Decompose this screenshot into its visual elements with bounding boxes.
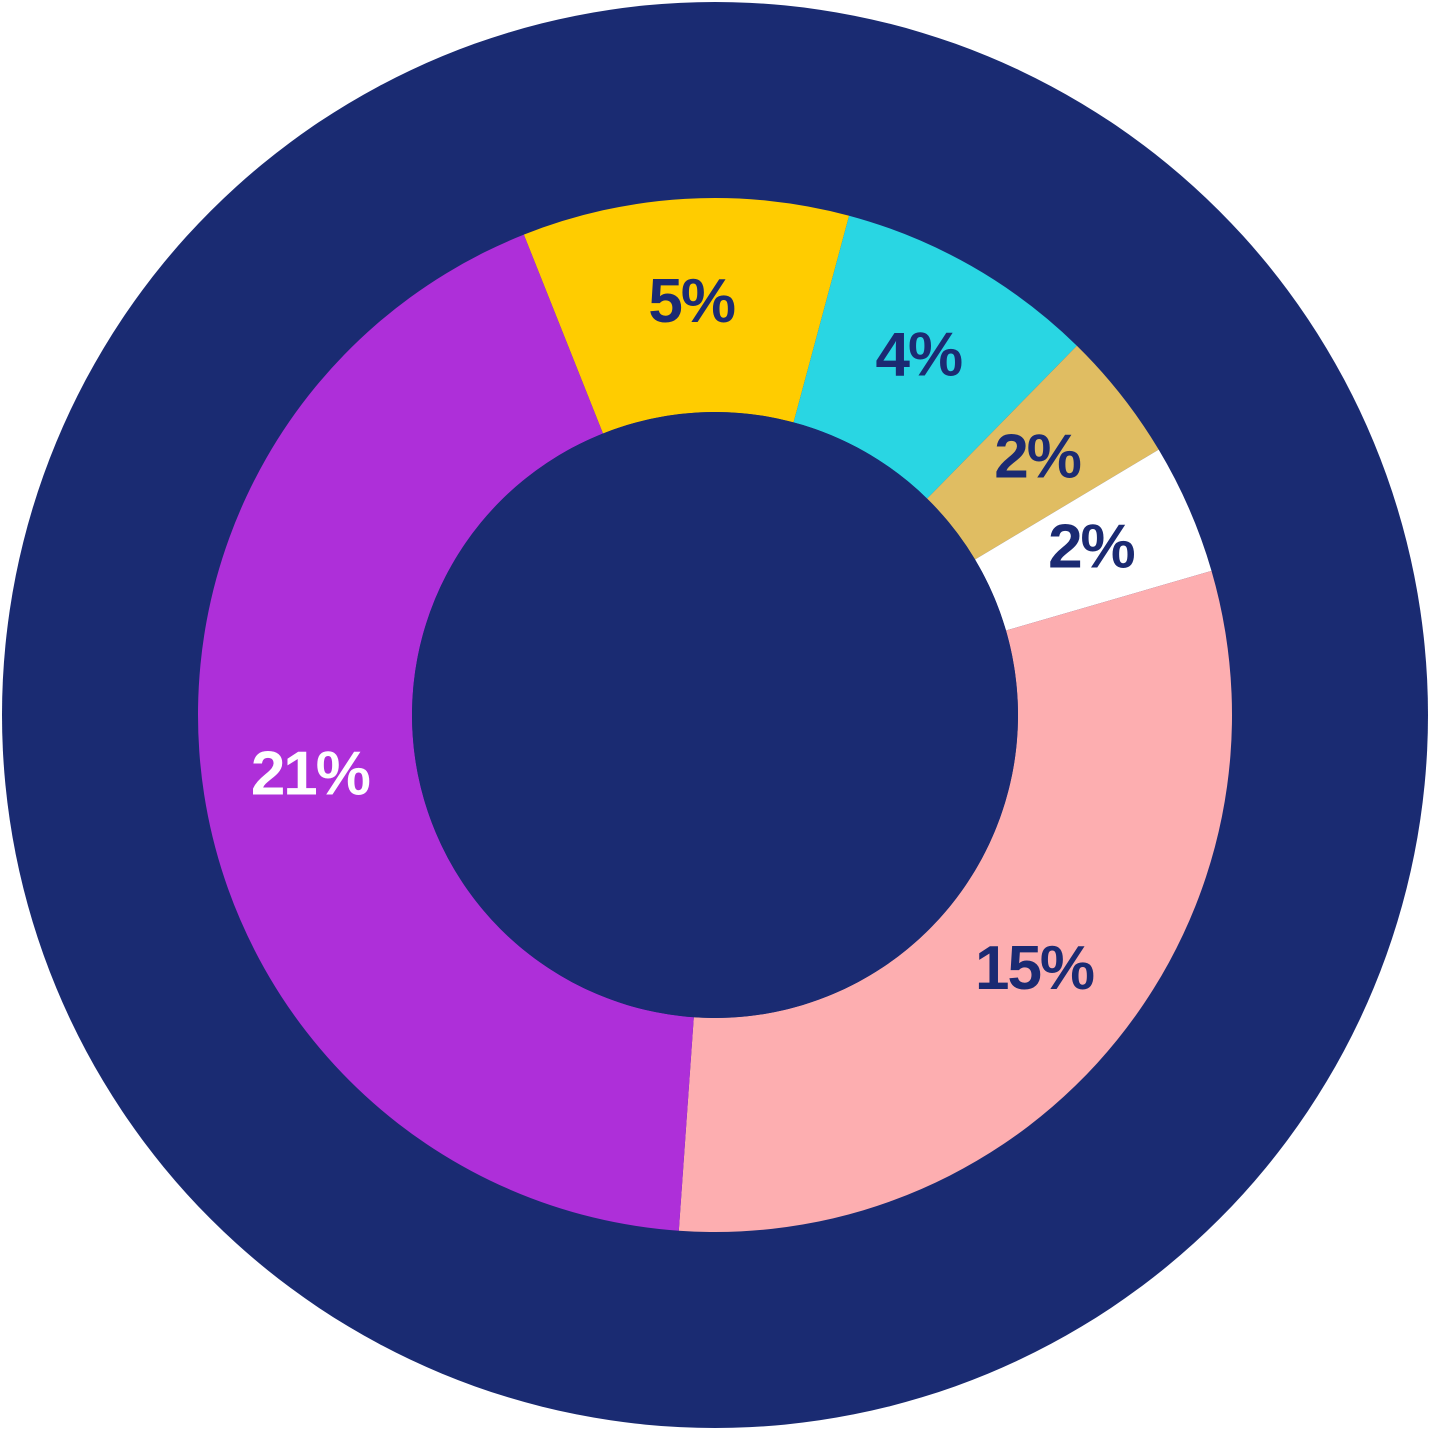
donut-segment [678,570,1232,1232]
donut-segment [927,345,1159,560]
donut-hole [412,412,1018,1018]
data-label: 2% [1048,513,1134,582]
data-label: 15% [975,934,1094,1003]
donut-segment [523,197,850,434]
data-label: 4% [876,320,962,389]
donut-segment [975,449,1212,631]
donut-segment [198,234,694,1231]
donut-segment [793,215,1077,499]
data-label: 2% [994,423,1080,492]
data-label: 5% [648,267,734,336]
data-label: 21% [251,739,370,808]
